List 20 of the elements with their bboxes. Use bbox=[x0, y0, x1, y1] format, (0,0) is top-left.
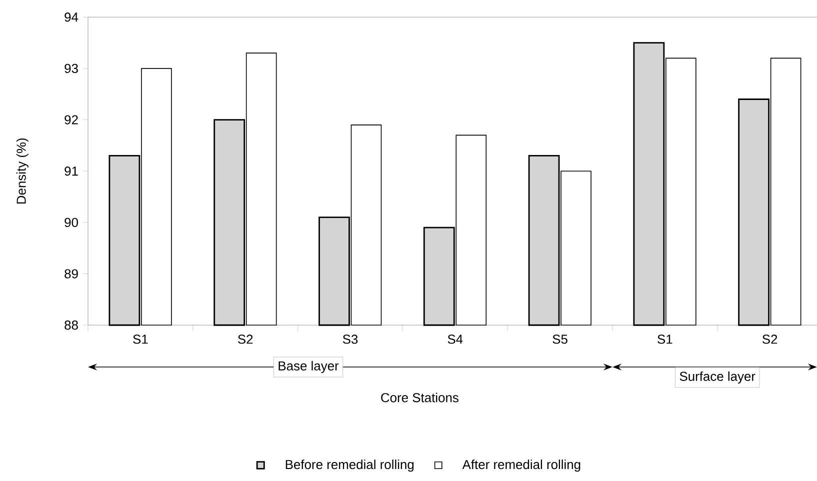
y-axis-title: Density (%) bbox=[16, 138, 28, 204]
x-tick-label: S2 bbox=[762, 334, 778, 344]
text: Surface layer bbox=[680, 371, 756, 384]
x-tick-label: S1 bbox=[658, 334, 672, 344]
x-tick-label: S3 bbox=[342, 334, 358, 344]
y-tick-label: 88 bbox=[64, 320, 78, 330]
x-tick-label: S5 bbox=[552, 334, 568, 344]
y-tick-label: 90 bbox=[64, 218, 78, 228]
x-tick-label: S1 bbox=[133, 334, 148, 344]
x-tick-label: S4 bbox=[448, 334, 463, 344]
x-axis-title: Core Stations bbox=[381, 392, 458, 402]
legend-label: Before remedial rolling bbox=[286, 460, 414, 472]
x-tick-label: S2 bbox=[238, 334, 253, 344]
y-tick-label: 89 bbox=[64, 269, 78, 278]
text: Base layer bbox=[278, 360, 339, 374]
legend-label: After remedial rolling bbox=[462, 460, 580, 472]
y-tick-label: 94 bbox=[64, 12, 78, 22]
y-tick-label: 93 bbox=[64, 64, 78, 74]
y-tick-label: 92 bbox=[64, 115, 78, 124]
y-tick-label: 91 bbox=[64, 166, 78, 176]
